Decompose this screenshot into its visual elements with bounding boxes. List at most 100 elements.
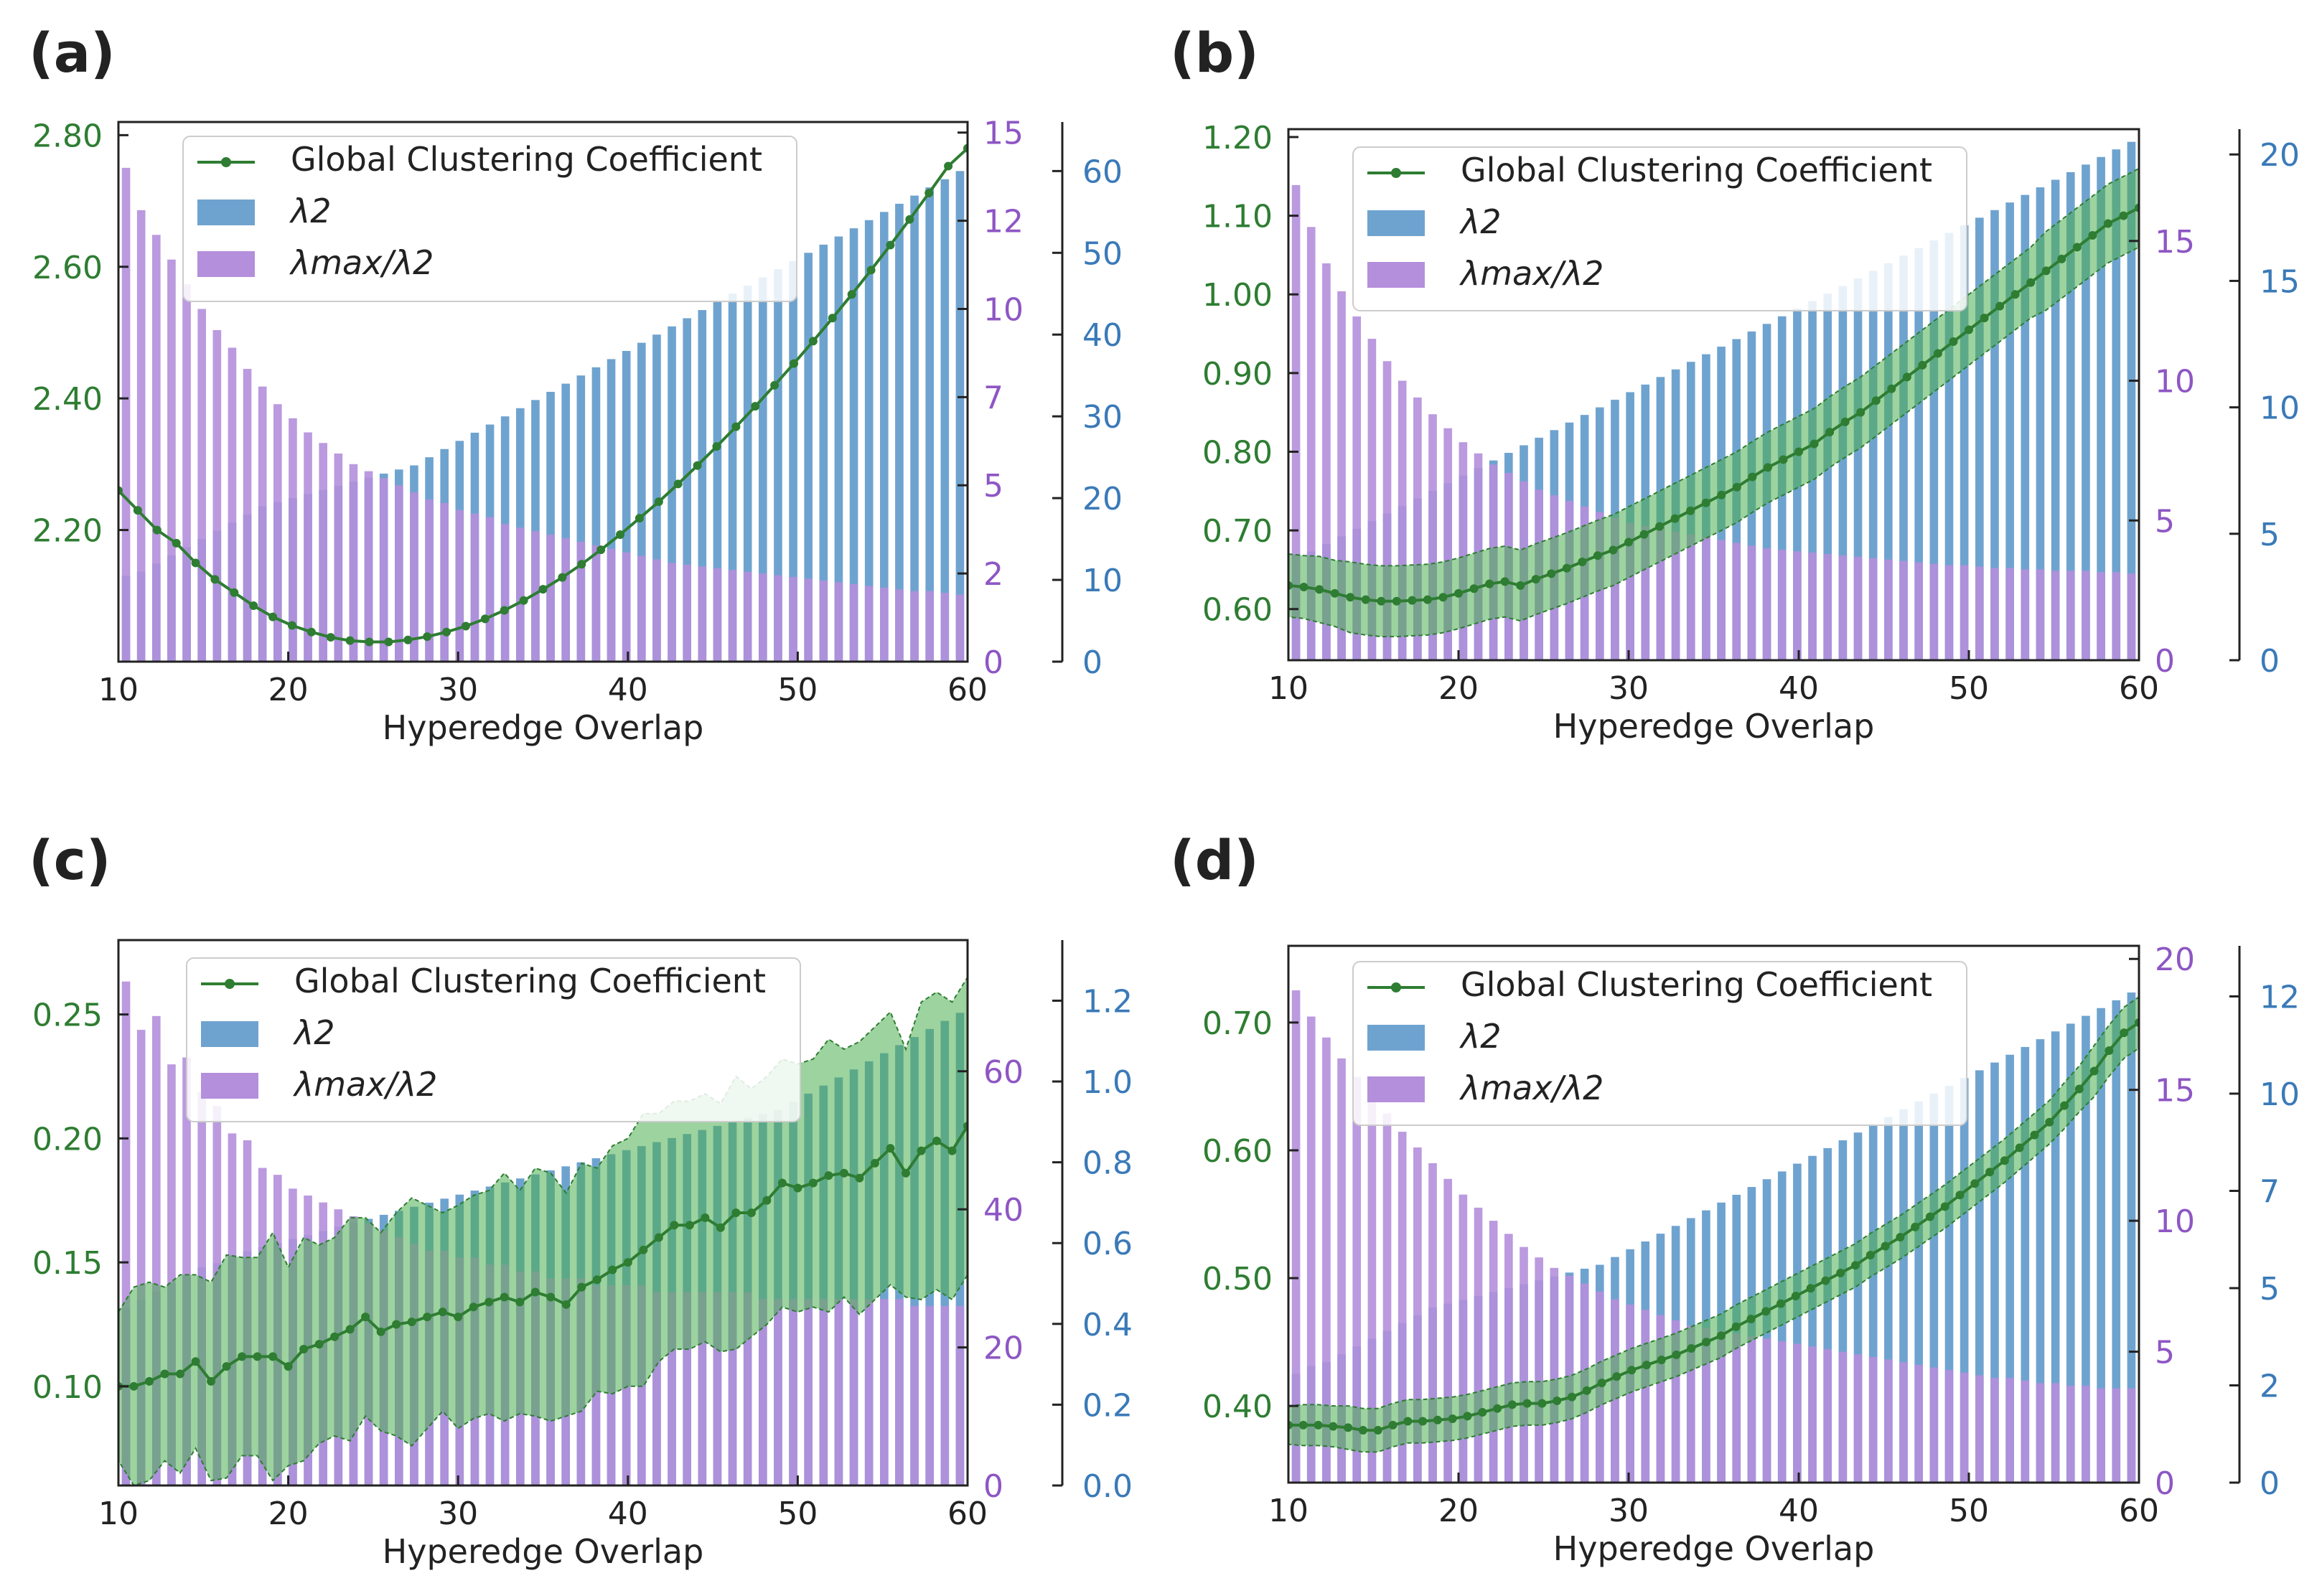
lambda2-bar bbox=[1823, 1147, 1832, 1483]
lambda-ratio-bar bbox=[759, 1299, 767, 1485]
lambda-ratio-bar bbox=[2127, 1388, 2136, 1483]
gcc-point bbox=[561, 1300, 571, 1309]
lambda2-bar bbox=[1808, 1155, 1817, 1483]
gcc-point bbox=[1433, 1415, 1442, 1424]
gcc-point bbox=[639, 1245, 648, 1254]
lambda-ratio-bar bbox=[1641, 526, 1650, 660]
lambda-ratio-bar bbox=[334, 454, 343, 662]
lambda-ratio-bar bbox=[470, 513, 479, 662]
lambda-ratio-bar bbox=[2112, 572, 2121, 660]
gcc-point bbox=[1346, 593, 1355, 602]
blue-tick-label: 60 bbox=[1082, 154, 1123, 190]
gcc-point bbox=[2103, 219, 2112, 228]
lambda-ratio-bar bbox=[1413, 1147, 1422, 1483]
gcc-point bbox=[1315, 585, 1324, 594]
legend-ratio-patch bbox=[201, 1073, 258, 1099]
gcc-point bbox=[608, 1265, 617, 1275]
lambda2-bar bbox=[2097, 156, 2105, 660]
gcc-point bbox=[454, 1313, 463, 1322]
lambda2-bar bbox=[668, 326, 676, 662]
lambda2-bar bbox=[1929, 240, 1939, 660]
lambda-ratio-bar bbox=[546, 535, 555, 662]
blue-tick-label: 20 bbox=[2260, 137, 2300, 174]
lambda-ratio-bar bbox=[1990, 568, 1999, 660]
panel-label: (d) bbox=[1170, 828, 1259, 892]
legend-point-marker bbox=[221, 157, 231, 167]
gcc-point bbox=[538, 585, 548, 594]
gcc-point bbox=[1463, 1412, 1472, 1421]
lambda-ratio-bar bbox=[1929, 563, 1939, 660]
lambda-ratio-bar bbox=[1793, 1343, 1802, 1483]
legend: Global Clustering Coefficient λ2 λmax/λ2 bbox=[1352, 961, 1967, 1126]
gcc-point bbox=[1522, 1399, 1532, 1408]
gcc-point bbox=[1836, 1268, 1845, 1277]
gcc-point bbox=[1403, 1417, 1413, 1426]
lambda-ratio-bar bbox=[1656, 528, 1665, 660]
lambda-ratio-bar bbox=[1717, 1330, 1726, 1483]
lambda-ratio-bar bbox=[1960, 1372, 1969, 1483]
lambda-ratio-bar bbox=[1686, 1325, 1695, 1483]
gcc-point bbox=[847, 290, 856, 299]
lambda2-bar bbox=[591, 367, 601, 662]
x-tick-label: 60 bbox=[947, 672, 988, 708]
x-axis-label: Hyperedge Overlap bbox=[1553, 707, 1875, 746]
lambda2-bar bbox=[2112, 149, 2121, 660]
lambda2-bar bbox=[1914, 1101, 1923, 1483]
lambda2-bar bbox=[2066, 1023, 2075, 1483]
left-tick-label: 0.20 bbox=[32, 1121, 103, 1158]
legend-lambda2-patch bbox=[197, 200, 255, 225]
lambda-ratio-bar bbox=[743, 1292, 752, 1485]
gcc-point bbox=[519, 596, 528, 605]
lambda-ratio-bar bbox=[1929, 1367, 1939, 1483]
lambda2-bar bbox=[2051, 179, 2060, 660]
gcc-point bbox=[1980, 314, 1989, 323]
gcc-point bbox=[365, 637, 374, 647]
gcc-point bbox=[1516, 581, 1525, 590]
gcc-point bbox=[1500, 577, 1509, 586]
gcc-point bbox=[828, 314, 837, 323]
lambda2-bar bbox=[1914, 248, 1923, 660]
gcc-point bbox=[712, 442, 721, 451]
lambda-ratio-bar bbox=[1838, 555, 1848, 660]
lambda2-bar bbox=[1960, 225, 1969, 660]
gcc-point bbox=[2026, 278, 2036, 287]
gcc-point bbox=[423, 1313, 432, 1322]
gcc-point bbox=[2041, 266, 2051, 276]
gcc-point bbox=[1639, 530, 1649, 539]
lambda-ratio-bar bbox=[880, 1299, 889, 1485]
lambda-ratio-bar bbox=[289, 418, 297, 662]
lambda-ratio-bar bbox=[1914, 1364, 1923, 1483]
lambda-ratio-bar bbox=[2097, 1388, 2105, 1483]
lambda-ratio-bar bbox=[1762, 548, 1771, 660]
lambda-ratio-bar bbox=[940, 1305, 950, 1485]
gcc-point bbox=[1965, 325, 1973, 334]
lambda-ratio-bar bbox=[804, 578, 813, 662]
lambda-ratio-bar bbox=[1459, 1194, 1468, 1483]
x-tick-label: 20 bbox=[268, 672, 309, 708]
x-tick-label: 50 bbox=[777, 672, 818, 708]
gcc-point bbox=[500, 606, 509, 615]
gcc-point bbox=[191, 558, 200, 568]
x-tick-label: 40 bbox=[1779, 1493, 1819, 1529]
lambda-ratio-bar bbox=[1428, 414, 1437, 660]
gcc-point bbox=[654, 1233, 663, 1242]
lambda-ratio-bar bbox=[1520, 1247, 1528, 1483]
legend-entry-label: Global Clustering Coefficient bbox=[1461, 151, 1932, 189]
gcc-point bbox=[577, 560, 586, 569]
lambda2-bar bbox=[880, 212, 889, 662]
lambda-ratio-bar bbox=[1793, 551, 1802, 660]
lambda-ratio-bar bbox=[698, 1292, 707, 1485]
gcc-point bbox=[2010, 290, 2020, 299]
left-tick-label: 0.80 bbox=[1202, 434, 1273, 471]
purple-tick-label: 60 bbox=[983, 1054, 1024, 1091]
lambda-ratio-bar bbox=[500, 524, 510, 662]
lambda-ratio-bar bbox=[379, 478, 388, 662]
gcc-point bbox=[1985, 1168, 1995, 1177]
x-axis-label: Hyperedge Overlap bbox=[383, 1532, 704, 1571]
x-tick-label: 10 bbox=[1268, 670, 1309, 707]
lambda-ratio-bar bbox=[774, 575, 782, 662]
gcc-point bbox=[1299, 583, 1309, 592]
gcc-point bbox=[461, 621, 470, 631]
gcc-point bbox=[901, 1168, 910, 1178]
